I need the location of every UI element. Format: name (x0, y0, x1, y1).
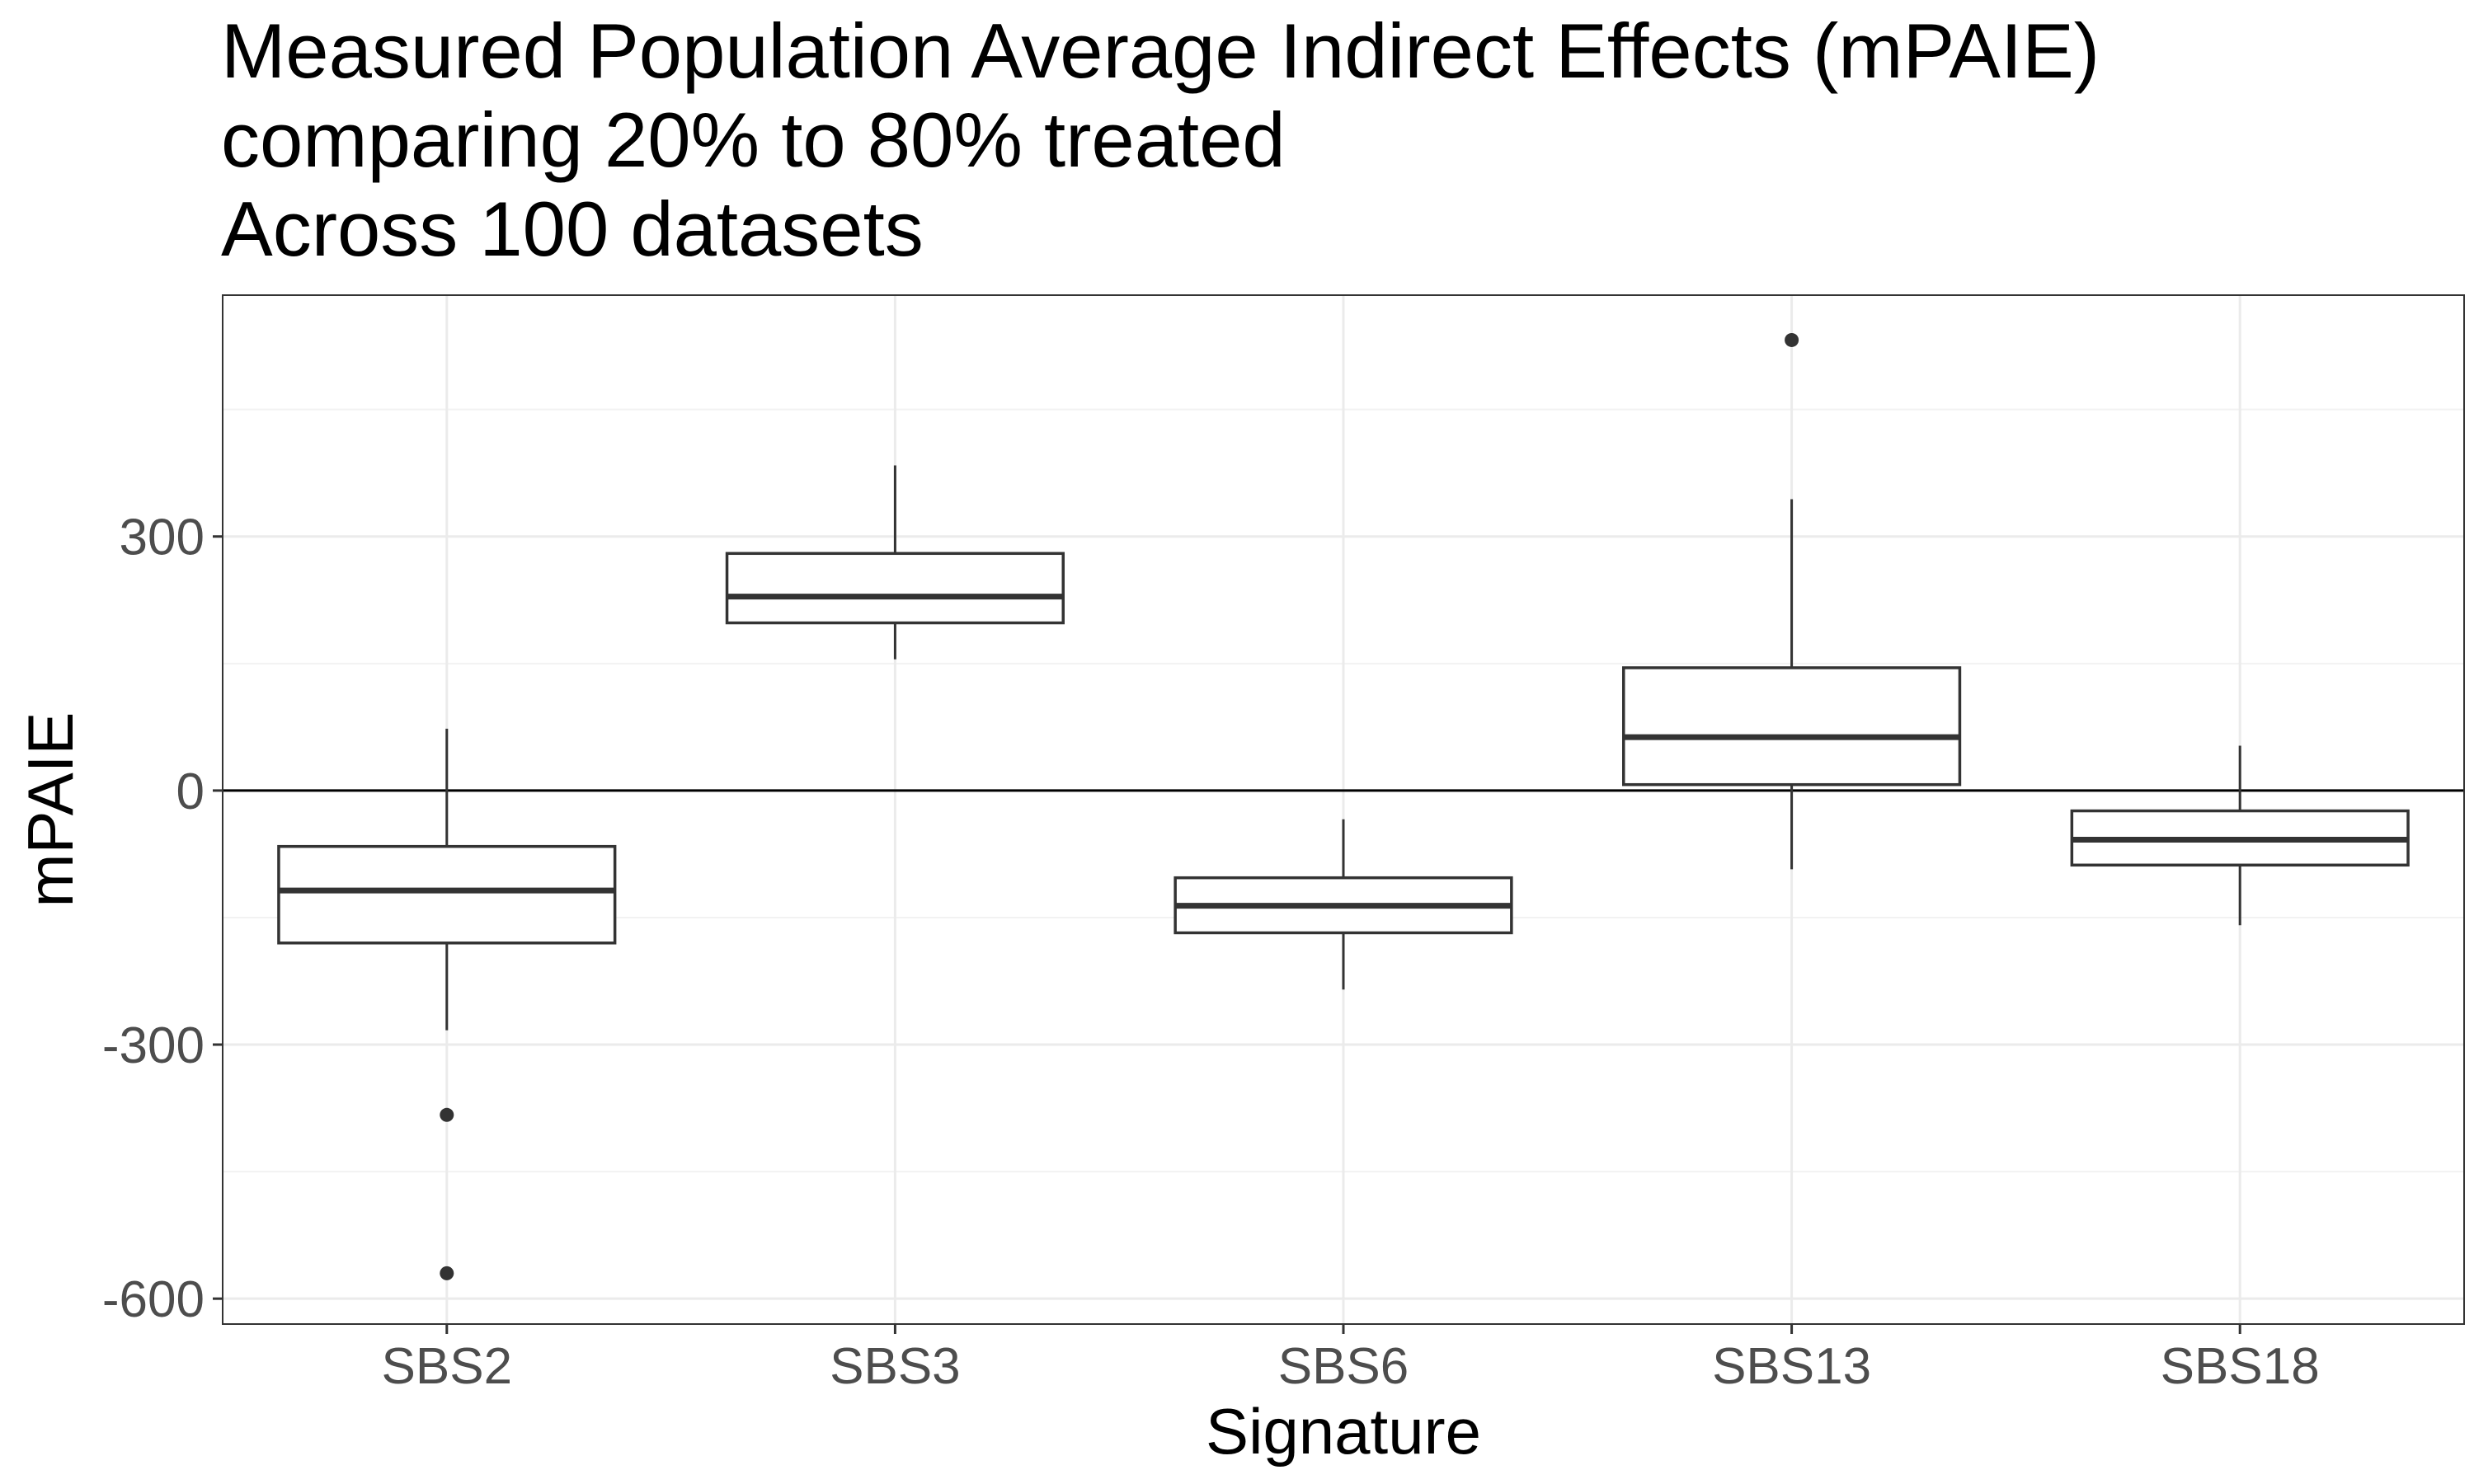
outlier-point (1785, 332, 1799, 347)
y-tick-label: -300 (102, 1017, 205, 1074)
x-tick-label: SBS6 (1278, 1338, 1409, 1395)
box-sbs13 (1622, 332, 1962, 870)
box-layer (277, 332, 2410, 1280)
x-tick-label: SBS18 (2161, 1338, 2320, 1395)
y-axis-ticks: 300 0 -300 -600 (102, 510, 223, 1328)
x-tick-label: SBS2 (382, 1338, 513, 1395)
interquartile-box (1622, 666, 1962, 787)
chart-title-line-2: comparing 20% to 80% treated (221, 96, 1286, 183)
y-tick-label: 300 (120, 510, 205, 566)
outlier-point (440, 1107, 454, 1122)
interquartile-box (725, 552, 1065, 625)
box-sbs18 (2070, 745, 2410, 926)
y-axis-title: mPAIE (14, 712, 87, 908)
y-tick-label: -600 (102, 1271, 205, 1328)
outlier-point (440, 1266, 454, 1280)
x-tick-label: SBS3 (830, 1338, 961, 1395)
box-sbs3 (725, 465, 1065, 660)
x-tick-label: SBS13 (1712, 1338, 1871, 1395)
interquartile-box (277, 844, 617, 945)
chart-title-line-1: Measured Population Average Indirect Eff… (221, 7, 2100, 94)
x-axis-title: Signature (1206, 1395, 1481, 1468)
y-tick-label: 0 (176, 763, 205, 820)
x-axis-ticks: SBS2 SBS3 SBS6 SBS13 SBS18 (382, 1324, 2320, 1395)
chart-title: Measured Population Average Indirect Eff… (221, 7, 2100, 274)
box-sbs2 (277, 728, 617, 1280)
box-sbs6 (1174, 819, 1513, 990)
chart-title-line-3: Across 100 datasets (221, 186, 924, 272)
